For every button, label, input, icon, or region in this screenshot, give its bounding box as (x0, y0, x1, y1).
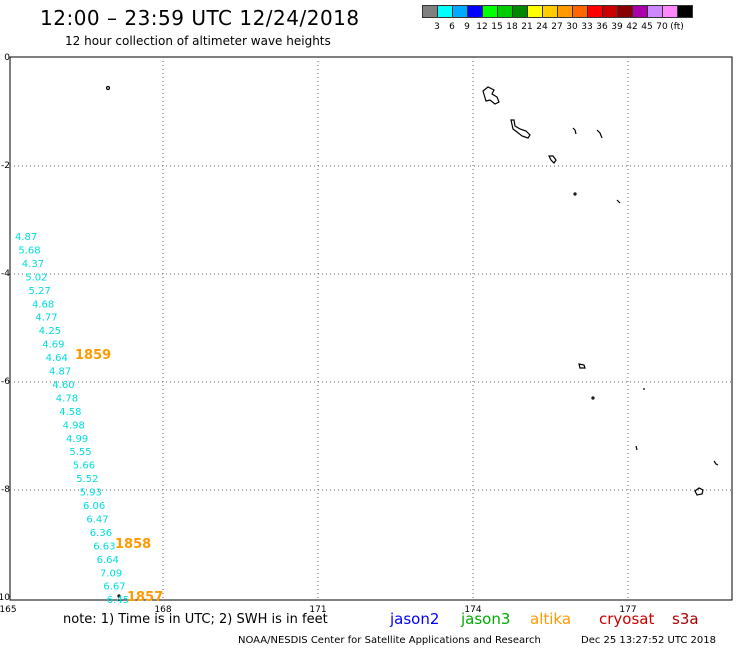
island-outline (616, 199, 621, 204)
legend-label: 39 (611, 22, 623, 32)
swh-reading: 4.99 (66, 434, 88, 445)
legend-color-scale (422, 5, 693, 18)
swh-reading: 4.58 (59, 407, 81, 418)
swh-reading: 7.09 (100, 568, 122, 579)
swh-reading: 5.55 (69, 447, 91, 458)
swh-readings: 4.87 5.68 4.37 5.02 5.27 4.68 4.77 4.25 4.69 4.64… (15, 232, 129, 606)
pass-time-label: 1858 (115, 537, 151, 552)
legend-label: 9 (464, 22, 470, 32)
island-outline (105, 85, 111, 91)
swh-reading: 6.06 (83, 501, 105, 512)
island-outline (694, 487, 704, 496)
map-gridlines (10, 57, 732, 600)
swh-reading: 4.87 (15, 232, 37, 243)
pass-time-label: 1857 (127, 590, 163, 605)
legend-label: 27 (551, 22, 563, 32)
legend-label: 70 (656, 22, 668, 32)
lat-tick-label: -8 (1, 485, 10, 495)
lat-tick-label: 0 (4, 53, 10, 63)
satellite-jason3: jason3 (461, 610, 511, 628)
legend-labels: 3 6 9 12 15 18 21 24 27 30 33 36 39 42 45 70 (ft) (422, 22, 740, 34)
island-outline (591, 396, 595, 400)
legend-label: 45 (641, 22, 653, 32)
legend-label: 36 (596, 22, 608, 32)
lon-tick-label: 177 (619, 605, 636, 615)
swh-reading: 4.78 (56, 393, 78, 404)
swh-reading: 5.93 (80, 488, 102, 499)
satellite-cryosat: cryosat (599, 610, 655, 628)
page-title: 12:00 – 23:59 UTC 12/24/2018 (40, 6, 360, 30)
legend-label: 33 (581, 22, 593, 32)
island-outline (578, 363, 586, 369)
legend-label: 3 (434, 22, 440, 32)
legend-label: 6 (449, 22, 455, 32)
map-frame (9, 56, 733, 601)
lon-tick-label: 174 (464, 605, 481, 615)
lat-tick-label: -10 (0, 593, 10, 603)
swh-reading: 4.37 (22, 259, 44, 270)
swh-reading: 4.87 (49, 367, 71, 378)
island-outline (510, 119, 531, 139)
satellite-s3a: s3a (672, 610, 699, 628)
island-outline (482, 86, 500, 105)
island-outlines (105, 85, 719, 598)
legend-label: 24 (536, 22, 548, 32)
swh-reading: 4.68 (32, 299, 54, 310)
satellite-altika: altika (530, 610, 572, 628)
satellite-jason2: jason2 (390, 610, 440, 628)
legend-label: 21 (521, 22, 533, 32)
legend-label: (ft) (670, 22, 684, 32)
footer-timestamp: Dec 25 13:27:52 UTC 2018 (581, 635, 716, 646)
lon-tick-label: 171 (309, 605, 326, 615)
swh-reading: 6.64 (97, 555, 119, 566)
island-outline (117, 594, 121, 598)
swh-reading: 6.67 (103, 582, 125, 593)
lon-tick-label: 168 (154, 605, 171, 615)
swh-reading: 6.63 (93, 541, 115, 552)
pass-time-label: 1859 (75, 348, 111, 363)
swh-reading: 4.77 (35, 313, 57, 324)
swh-reading: 6.36 (90, 528, 112, 539)
footer-credit: NOAA/NESDIS Center for Satellite Applica… (238, 635, 541, 646)
swh-reading: 5.68 (18, 245, 40, 256)
swh-reading: 4.69 (42, 340, 64, 351)
island-outline (572, 127, 577, 135)
axis-tick-labels: 165 168 171 174 177 0 -2 -4 -6 -8 -10 (0, 53, 637, 615)
island-outline (573, 192, 577, 196)
legend-swatch (677, 5, 693, 18)
legend-label: 15 (491, 22, 503, 32)
swh-reading: 5.27 (29, 286, 51, 297)
footer-note: note: 1) Time is in UTC; 2) SWH is in fe… (63, 612, 328, 627)
swh-reading: 4.25 (39, 326, 61, 337)
lat-tick-label: -2 (1, 161, 10, 171)
legend-label: 42 (626, 22, 638, 32)
swh-reading: 6.45 (107, 595, 129, 606)
legend-label: 18 (506, 22, 518, 32)
island-outline (635, 445, 638, 451)
legend-label: 12 (476, 22, 488, 32)
legend-label: 30 (566, 22, 578, 32)
island-outline (713, 460, 719, 466)
island-outline (548, 155, 557, 164)
wave-height-legend: 3 6 9 12 15 18 21 24 27 30 33 36 39 42 45 70 (ft) (422, 5, 693, 32)
swh-reading: 6.47 (86, 514, 108, 525)
swh-reading: 5.52 (76, 474, 98, 485)
pass-time-labels: 1859 1858 1857 (75, 348, 163, 605)
island-outline (596, 129, 603, 139)
swh-reading: 4.60 (52, 380, 74, 391)
lat-tick-label: -6 (1, 377, 10, 387)
lon-tick-label: 165 (0, 605, 17, 615)
lat-tick-label: -4 (1, 269, 10, 279)
swh-reading: 5.66 (73, 461, 95, 472)
page-subtitle: 12 hour collection of altimeter wave hei… (65, 34, 331, 48)
swh-reading: 4.64 (46, 353, 68, 364)
swh-reading: 4.98 (63, 420, 85, 431)
swh-reading: 5.02 (25, 272, 47, 283)
